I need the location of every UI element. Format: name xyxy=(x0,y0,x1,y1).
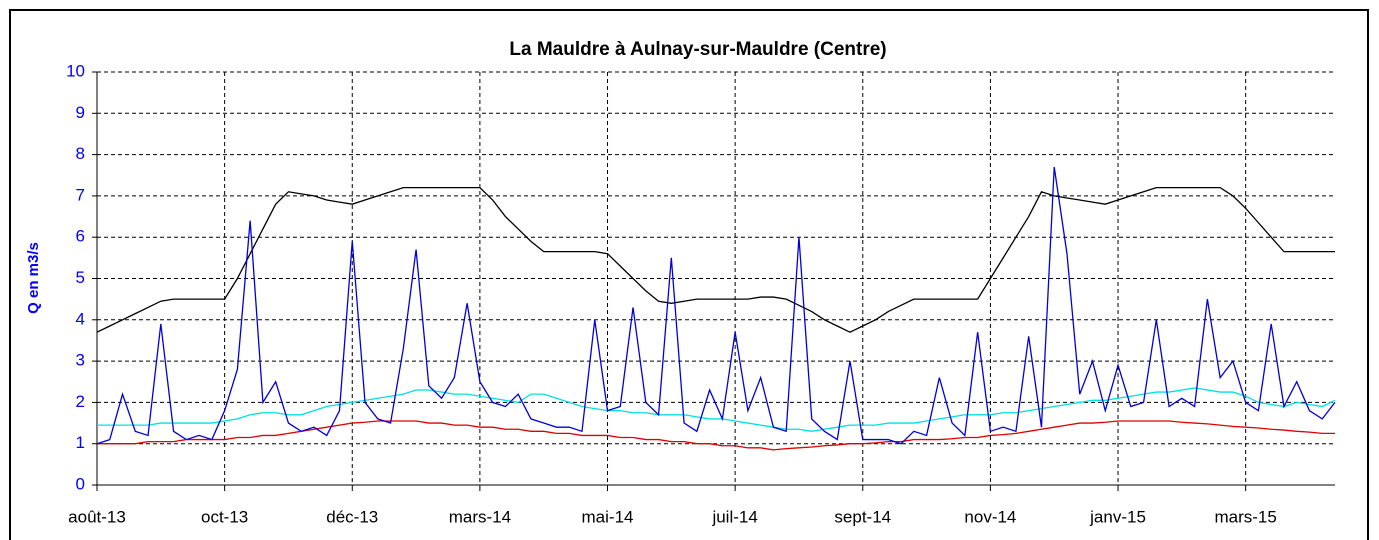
x-tick-label: oct-13 xyxy=(201,507,248,526)
chart-title: La Mauldre à Aulnay-sur-Mauldre (Centre) xyxy=(509,39,886,60)
y-tick-label: 0 xyxy=(76,474,85,493)
y-tick-label: 9 xyxy=(76,103,85,122)
y-tick-label: 5 xyxy=(76,268,85,287)
x-tick-label: déc-13 xyxy=(326,507,378,526)
x-tick-label: nov-14 xyxy=(964,507,1016,526)
x-tick-label: janv-15 xyxy=(1089,507,1146,526)
x-tick-label: mars-15 xyxy=(1214,507,1276,526)
x-tick-label: juil-14 xyxy=(711,507,757,526)
y-tick-label: 3 xyxy=(76,351,85,370)
y-tick-label: 8 xyxy=(76,144,85,163)
x-tick-label: mai-14 xyxy=(582,507,634,526)
y-tick-label: 10 xyxy=(66,61,85,80)
y-tick-label: 2 xyxy=(76,392,85,411)
y-tick-label: 1 xyxy=(76,433,85,452)
series-line xyxy=(97,387,1336,432)
x-tick-label: août-13 xyxy=(68,507,126,526)
x-tick-label: mars-14 xyxy=(449,507,511,526)
y-tick-label: 6 xyxy=(76,227,85,246)
y-tick-label: 7 xyxy=(76,185,85,204)
x-tick-label: sept-14 xyxy=(834,507,891,526)
y-axis-label: Q en m3/s xyxy=(25,242,42,314)
series-line xyxy=(96,166,1336,445)
series-line xyxy=(96,186,1335,333)
y-tick-label: 4 xyxy=(76,309,85,328)
